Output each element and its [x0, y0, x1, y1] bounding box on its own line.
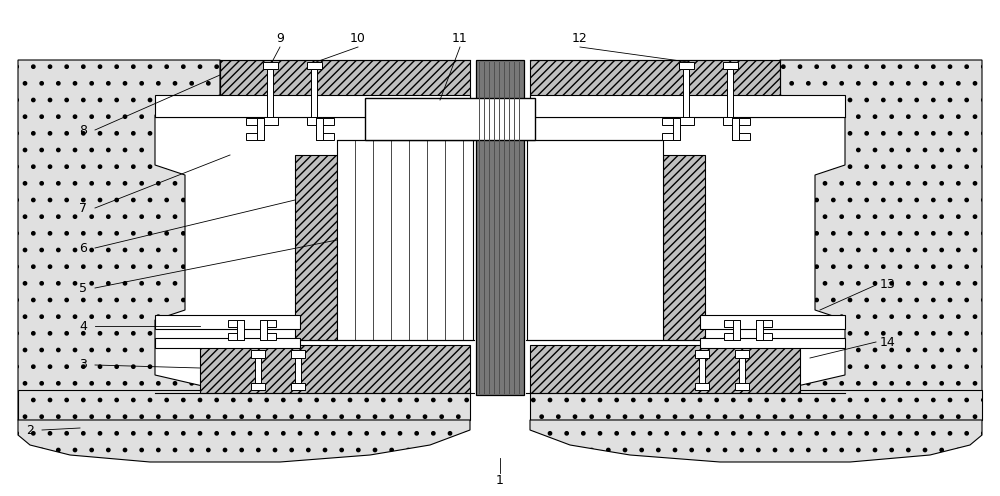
Bar — [739, 350, 745, 390]
Bar — [662, 133, 680, 140]
Bar — [246, 133, 264, 140]
Bar — [732, 118, 750, 125]
Bar — [530, 95, 845, 117]
Bar — [700, 315, 845, 329]
Bar — [255, 350, 261, 390]
Bar — [200, 345, 470, 393]
Bar — [155, 95, 470, 117]
Text: 11: 11 — [452, 32, 468, 45]
Bar — [260, 320, 267, 340]
Bar — [724, 333, 740, 340]
Bar — [735, 350, 749, 358]
Bar — [155, 315, 300, 329]
Text: 9: 9 — [276, 32, 284, 45]
Bar — [260, 333, 276, 340]
Text: 8: 8 — [79, 124, 87, 136]
Polygon shape — [530, 420, 982, 462]
Bar — [700, 338, 845, 348]
Text: 7: 7 — [79, 201, 87, 214]
Bar — [695, 350, 709, 358]
Bar — [476, 60, 524, 395]
Bar — [291, 383, 305, 390]
Bar — [679, 117, 694, 125]
Bar — [307, 117, 322, 125]
Text: 12: 12 — [572, 32, 588, 45]
Bar — [527, 140, 663, 340]
Polygon shape — [18, 420, 470, 462]
Text: 6: 6 — [79, 242, 87, 254]
Bar — [732, 133, 750, 140]
Bar — [365, 98, 535, 140]
Polygon shape — [18, 60, 220, 420]
Bar — [267, 69, 273, 117]
Bar — [263, 62, 278, 69]
Bar — [228, 320, 244, 327]
Bar — [228, 333, 244, 340]
Text: 5: 5 — [79, 282, 87, 295]
Bar — [756, 320, 772, 327]
Bar — [733, 320, 740, 340]
Text: 10: 10 — [350, 32, 366, 45]
Bar — [263, 117, 278, 125]
Bar — [723, 117, 738, 125]
Bar — [756, 333, 772, 340]
Bar — [673, 118, 680, 140]
Polygon shape — [530, 390, 982, 420]
Bar — [662, 118, 680, 125]
Bar — [220, 60, 470, 98]
Bar — [735, 383, 749, 390]
Bar — [723, 62, 738, 69]
Bar — [246, 118, 264, 125]
Bar — [316, 118, 334, 125]
Bar — [291, 350, 305, 358]
Bar — [155, 338, 300, 348]
Bar — [683, 69, 689, 117]
Polygon shape — [18, 390, 470, 420]
Bar — [257, 118, 264, 140]
Bar — [699, 350, 705, 390]
Bar — [756, 320, 763, 340]
Bar — [316, 118, 323, 140]
Bar — [316, 133, 334, 140]
Bar — [530, 345, 800, 393]
Bar — [530, 60, 780, 98]
Text: 3: 3 — [79, 359, 87, 372]
Text: 4: 4 — [79, 319, 87, 332]
Bar — [260, 320, 276, 327]
Bar — [695, 383, 709, 390]
Bar — [311, 69, 317, 117]
Bar — [237, 320, 244, 340]
Text: 2: 2 — [26, 424, 34, 436]
Bar — [679, 62, 694, 69]
Text: 13: 13 — [880, 278, 896, 292]
Bar — [727, 69, 733, 117]
Bar — [307, 62, 322, 69]
Bar — [295, 350, 301, 390]
Bar — [251, 383, 265, 390]
Bar — [732, 118, 739, 140]
Bar — [724, 320, 740, 327]
Bar — [663, 155, 705, 340]
Polygon shape — [780, 60, 982, 420]
Bar — [295, 155, 337, 340]
Bar — [337, 140, 473, 340]
Text: 1: 1 — [496, 474, 504, 487]
Bar — [251, 350, 265, 358]
Text: 14: 14 — [880, 335, 896, 349]
